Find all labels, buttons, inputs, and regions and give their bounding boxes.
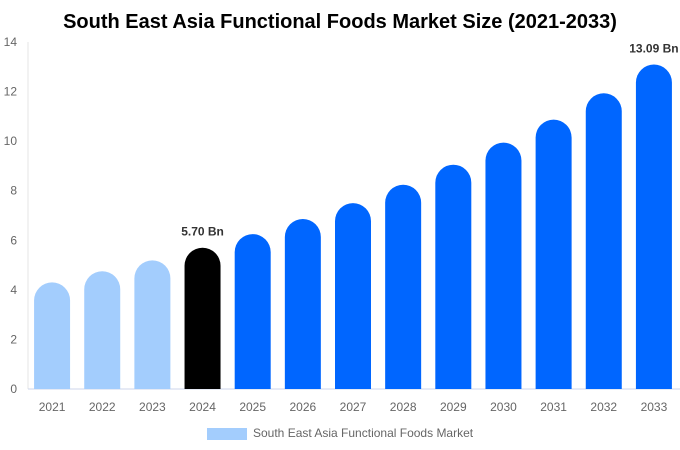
bar-2033 xyxy=(635,64,672,390)
x-tick-label: 2033 xyxy=(641,400,668,414)
x-tick-label: 2025 xyxy=(239,400,266,414)
bar-2023 xyxy=(134,260,171,389)
x-tick-label: 2028 xyxy=(390,400,417,414)
y-tick-label: 6 xyxy=(10,233,17,247)
bar-2025 xyxy=(234,234,271,389)
legend-swatch xyxy=(207,428,247,440)
data-label-2033: 13.09 Bn xyxy=(629,42,678,56)
bar-2021 xyxy=(34,282,71,389)
bar-2027 xyxy=(335,203,371,389)
bar-2028 xyxy=(385,184,422,389)
y-tick-label: 0 xyxy=(10,382,17,396)
y-tick-label: 2 xyxy=(10,332,17,346)
y-tick-label: 10 xyxy=(4,134,18,148)
bar-2032 xyxy=(585,93,622,389)
chart-title: South East Asia Functional Foods Market … xyxy=(63,11,617,33)
bar-2031 xyxy=(535,119,572,390)
data-label-2024: 5.70 Bn xyxy=(181,225,224,239)
bar-2024 xyxy=(184,247,221,389)
bar-2022 xyxy=(84,271,121,389)
x-tick-label: 2023 xyxy=(139,400,166,414)
legend[interactable]: South East Asia Functional Foods Market xyxy=(207,426,474,440)
y-tick-label: 8 xyxy=(10,184,17,198)
x-tick-label: 2026 xyxy=(289,400,316,414)
y-tick-label: 4 xyxy=(10,283,17,297)
x-tick-label: 2032 xyxy=(590,400,617,414)
x-tick-label: 2024 xyxy=(189,400,216,414)
x-tick-label: 2027 xyxy=(340,400,367,414)
x-tick-label: 2030 xyxy=(490,400,517,414)
y-tick-label: 12 xyxy=(4,85,18,99)
legend-label: South East Asia Functional Foods Market xyxy=(253,426,474,440)
y-tick-label: 14 xyxy=(4,35,18,49)
x-tick-label: 2029 xyxy=(440,400,467,414)
bar-2026 xyxy=(284,218,321,389)
bar-2029 xyxy=(435,164,472,389)
bar-2030 xyxy=(485,142,522,389)
x-tick-label: 2021 xyxy=(39,400,66,414)
x-tick-label: 2031 xyxy=(540,400,567,414)
x-tick-label: 2022 xyxy=(89,400,116,414)
